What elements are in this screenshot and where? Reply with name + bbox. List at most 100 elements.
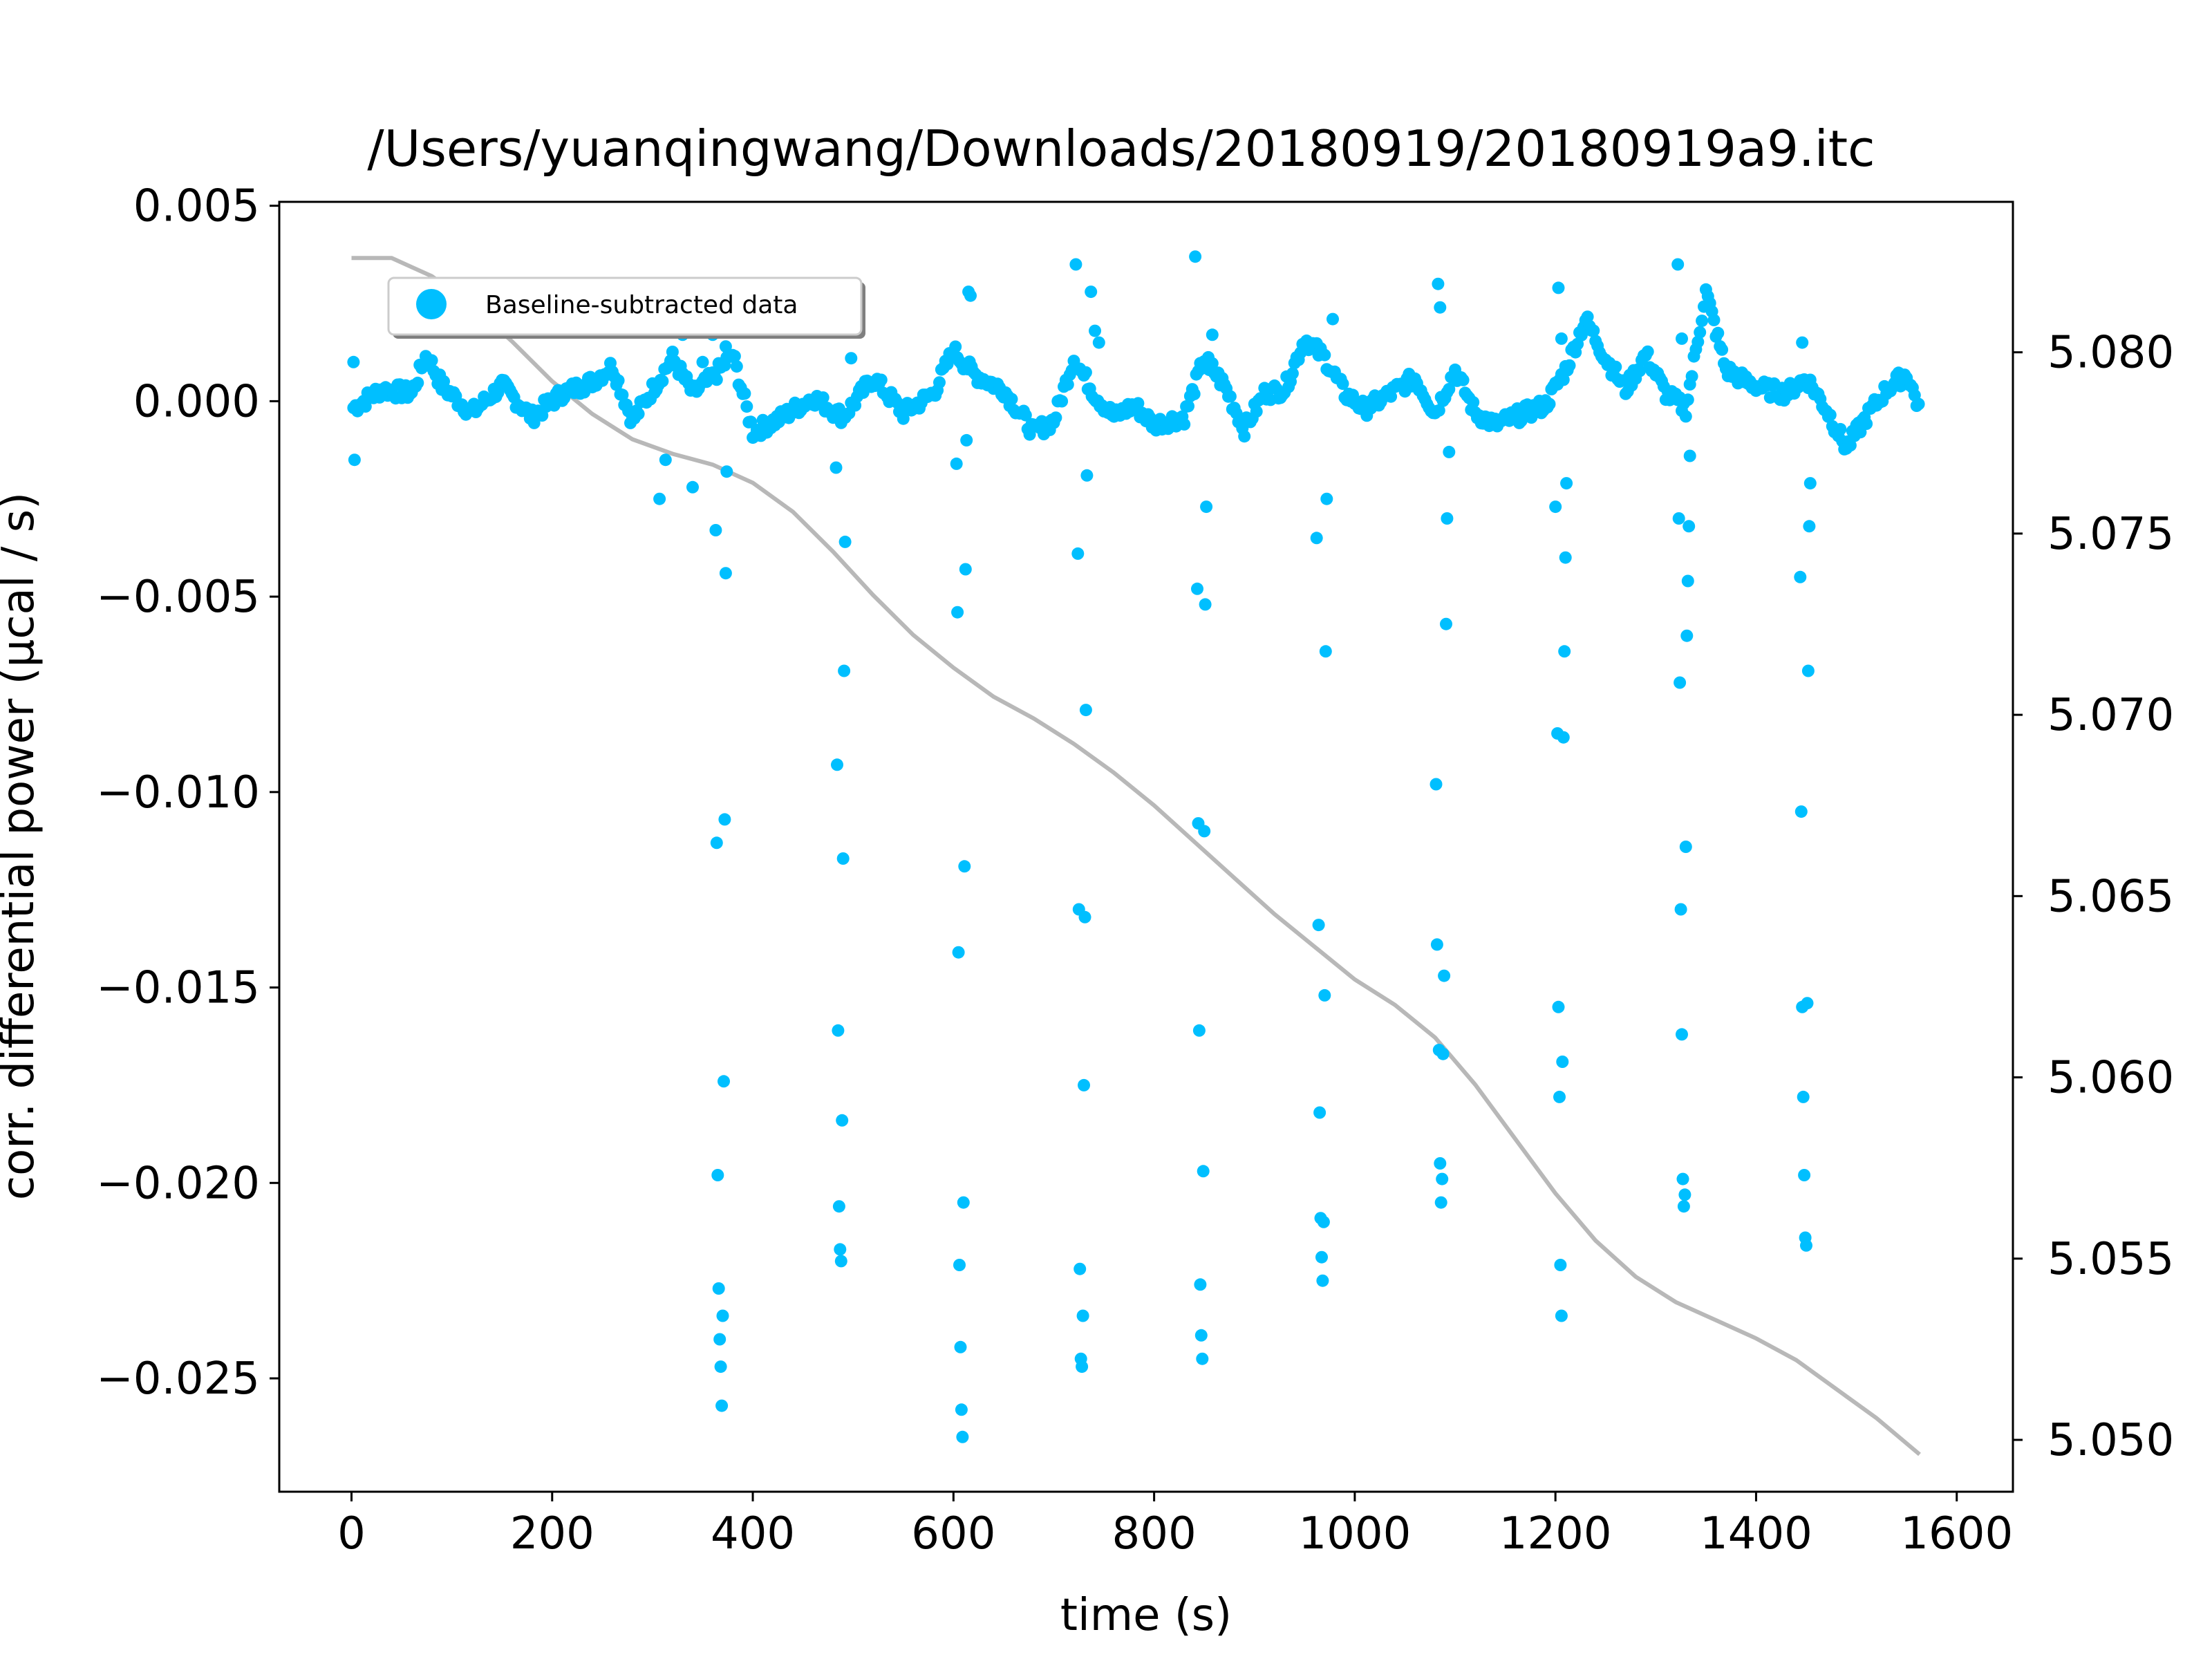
data-point [1076,1309,1089,1322]
data-point [1633,364,1647,377]
y-tick-label: −0.005 [96,572,260,623]
data-point [1078,910,1091,924]
data-point [1436,1047,1450,1060]
data-point [730,360,743,373]
legend: Baseline-subtracted data [387,276,865,339]
data-point [1178,418,1191,431]
data-point [1192,1024,1206,1037]
data-point [1443,445,1456,458]
data-point [1206,328,1219,341]
data-point [933,376,946,389]
data-point [1679,410,1692,423]
data-point [1801,664,1815,677]
data-point [1676,332,1688,345]
data-point [653,492,666,505]
x-tick-label: 1600 [1900,1508,2013,1559]
data-point [719,567,732,580]
data-point [1318,988,1331,1002]
data-point [1286,367,1299,380]
data-point [1681,393,1694,406]
legend-entry-label: Baseline-subtracted data [485,291,798,319]
data-point [816,391,830,404]
data-point [1336,377,1349,391]
data-point [1803,520,1816,533]
x-tick-label: 400 [711,1508,795,1559]
data-point [1609,360,1622,373]
data-point [1434,301,1447,314]
data-point [1089,324,1101,337]
scatter-points [347,250,1925,1443]
data-point [1327,312,1339,326]
data-point [1132,397,1145,410]
data-point [834,1243,847,1256]
data-point [696,355,709,368]
data-point [1554,1259,1567,1271]
x-tick-label: 1400 [1700,1508,1812,1559]
data-point [1587,324,1600,337]
data-point [1438,969,1451,982]
data-point [1456,373,1470,386]
data-point [949,340,962,353]
data-point [1434,1196,1447,1209]
data-point [956,1430,969,1443]
data-point [1194,1329,1208,1342]
data-point [1074,1262,1087,1275]
data-point [1056,395,1069,408]
data-point [953,1259,966,1271]
data-point [951,606,964,619]
data-point [1559,551,1572,564]
data-point [1250,405,1263,418]
data-point [1800,1239,1812,1252]
data-point [834,1255,847,1268]
data-point [666,346,679,358]
data-point [1557,731,1570,744]
data-point [449,389,462,402]
data-point [1556,1056,1569,1068]
data-point [950,457,963,470]
data-point [720,465,733,478]
y2-tick-label: 5.065 [2047,871,2174,922]
data-point [838,535,852,548]
data-point [1683,520,1696,533]
data-point [1191,582,1203,595]
data-point [686,480,699,494]
data-point [952,946,965,959]
data-point [1312,919,1325,932]
plot-area-frame [278,200,2014,1493]
y2-tick-label: 5.075 [2047,509,2174,560]
x-tick-label: 0 [337,1508,366,1559]
smooth-line-series [351,256,1921,1456]
data-point [1557,373,1570,386]
data-point [738,387,751,400]
data-point [1467,395,1480,409]
data-point [710,836,723,850]
data-point [1049,411,1062,424]
data-point [411,376,424,389]
data-point [558,391,571,404]
data-point [1441,512,1454,525]
data-point [1798,1169,1811,1181]
legend-marker [416,289,447,319]
y2-tick-label: 5.055 [2047,1234,2174,1285]
data-point [712,1282,725,1295]
data-point [1672,512,1685,525]
data-point [425,354,438,367]
data-point [1182,400,1194,413]
data-point [715,1399,729,1412]
data-point [1079,366,1092,379]
y2-tick-label: 5.050 [2047,1415,2174,1466]
data-point [1430,938,1443,951]
data-point [1801,997,1814,1010]
data-point [1677,1200,1690,1213]
data-point [1023,428,1036,441]
data-point [1061,378,1074,391]
data-point [1085,285,1098,299]
data-point [836,1114,849,1127]
data-point [632,407,645,420]
data-point [1712,326,1725,339]
data-point [1860,418,1873,430]
data-point [359,400,372,413]
data-point [1716,343,1729,356]
y-axis-left: 0.005 0.000 −0.005 −0.010 −0.015 −0.020 −0.025 [96,181,279,1405]
